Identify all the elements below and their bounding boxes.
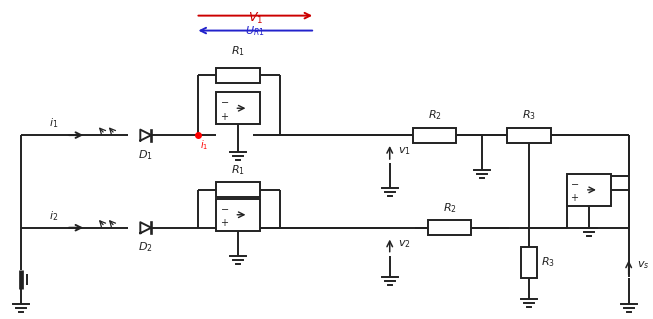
Text: $-$: $-$ (220, 96, 229, 106)
Text: $+$: $+$ (571, 192, 579, 203)
Text: $R_2$: $R_2$ (428, 108, 441, 122)
Bar (428, 220, 471, 235)
Text: $R_3$: $R_3$ (522, 108, 536, 122)
Text: $U_{R1}$: $U_{R1}$ (246, 25, 265, 38)
Text: $V_1$: $V_1$ (247, 11, 263, 26)
Text: $-$: $-$ (220, 203, 229, 213)
Text: $+$: $+$ (220, 217, 229, 228)
Text: $v_1$: $v_1$ (398, 145, 411, 157)
Bar (217, 182, 261, 197)
Text: $-$: $-$ (570, 178, 579, 188)
Text: $i_1$: $i_1$ (200, 138, 208, 152)
Text: $v_2$: $v_2$ (398, 239, 411, 250)
Text: $v_s$: $v_s$ (637, 260, 649, 271)
Bar (507, 128, 551, 143)
Text: $R_1$: $R_1$ (231, 163, 246, 177)
Bar (217, 199, 261, 231)
Bar (567, 174, 611, 206)
Bar (217, 68, 261, 83)
Text: $R_1$: $R_1$ (231, 45, 246, 58)
Text: $R_3$: $R_3$ (541, 256, 555, 270)
Text: $R_2$: $R_2$ (443, 201, 456, 215)
Bar (521, 247, 537, 278)
Polygon shape (140, 222, 151, 233)
Text: $+$: $+$ (220, 111, 229, 122)
Text: $D_2$: $D_2$ (138, 241, 153, 255)
Polygon shape (140, 130, 151, 141)
Text: $D_1$: $D_1$ (138, 148, 153, 162)
Bar (217, 92, 261, 124)
Text: $i_1$: $i_1$ (49, 116, 59, 130)
Bar (413, 128, 456, 143)
Text: $i_2$: $i_2$ (49, 209, 59, 223)
